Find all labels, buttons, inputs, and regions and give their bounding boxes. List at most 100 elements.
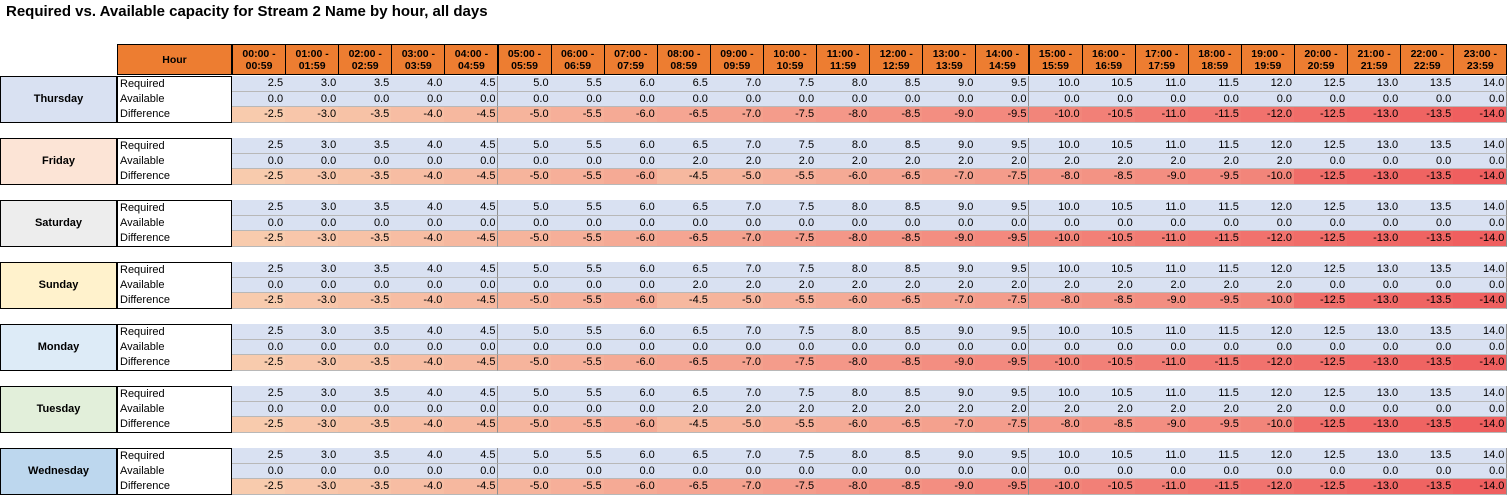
required-value-cell[interactable]: 2.5 (232, 262, 287, 278)
available-value-cell[interactable]: 0.0 (922, 339, 977, 355)
required-value-cell[interactable]: 13.5 (1400, 386, 1455, 402)
required-value-cell[interactable]: 2.5 (232, 448, 287, 464)
available-value-cell[interactable]: 0.0 (285, 463, 340, 479)
required-value-cell[interactable]: 5.0 (497, 200, 552, 216)
available-value-cell[interactable]: 0.0 (1453, 215, 1508, 231)
available-value-cell[interactable]: 0.0 (1400, 339, 1455, 355)
available-value-cell[interactable]: 2.0 (816, 277, 871, 293)
difference-value-cell[interactable]: -11.0 (1134, 355, 1189, 371)
available-value-cell[interactable]: 0.0 (1187, 339, 1242, 355)
available-value-cell[interactable]: 0.0 (1134, 91, 1189, 107)
difference-value-cell[interactable]: -7.0 (922, 417, 977, 433)
required-value-cell[interactable]: 8.0 (816, 76, 871, 92)
required-value-cell[interactable]: 9.0 (922, 448, 977, 464)
available-value-cell[interactable]: 2.0 (709, 277, 764, 293)
required-value-cell[interactable]: 8.5 (869, 138, 924, 154)
difference-value-cell[interactable]: -7.0 (709, 479, 764, 495)
difference-value-cell[interactable]: -4.5 (444, 293, 499, 309)
difference-value-cell[interactable]: -10.0 (1028, 107, 1083, 123)
required-value-cell[interactable]: 9.5 (975, 448, 1030, 464)
difference-value-cell[interactable]: -5.5 (763, 169, 818, 185)
required-value-cell[interactable]: 8.0 (816, 262, 871, 278)
difference-value-cell[interactable]: -10.5 (1081, 231, 1136, 247)
difference-value-cell[interactable]: -7.5 (763, 355, 818, 371)
difference-value-cell[interactable]: -3.5 (338, 231, 393, 247)
required-value-cell[interactable]: 4.0 (391, 200, 446, 216)
available-value-cell[interactable]: 0.0 (1347, 463, 1402, 479)
available-value-cell[interactable]: 0.0 (656, 339, 711, 355)
required-value-cell[interactable]: 10.0 (1028, 76, 1083, 92)
required-value-cell[interactable]: 3.5 (338, 324, 393, 340)
available-value-cell[interactable]: 0.0 (603, 463, 658, 479)
required-value-cell[interactable]: 10.5 (1081, 262, 1136, 278)
available-value-cell[interactable]: 0.0 (1400, 215, 1455, 231)
required-value-cell[interactable]: 12.0 (1240, 386, 1295, 402)
hour-header-22[interactable]: 22:00 - 22:59 (1400, 44, 1455, 75)
available-value-cell[interactable]: 0.0 (709, 463, 764, 479)
required-value-cell[interactable]: 9.0 (922, 386, 977, 402)
available-value-cell[interactable]: 0.0 (1028, 463, 1083, 479)
difference-value-cell[interactable]: -5.0 (709, 293, 764, 309)
required-value-cell[interactable]: 13.5 (1400, 200, 1455, 216)
hour-header-15[interactable]: 15:00 - 15:59 (1028, 44, 1083, 75)
required-value-cell[interactable]: 6.5 (656, 76, 711, 92)
available-value-cell[interactable]: 2.0 (816, 401, 871, 417)
required-value-cell[interactable]: 9.5 (975, 386, 1030, 402)
difference-value-cell[interactable]: -13.5 (1400, 417, 1455, 433)
required-value-cell[interactable]: 13.0 (1347, 386, 1402, 402)
available-value-cell[interactable]: 0.0 (922, 91, 977, 107)
difference-value-cell[interactable]: -5.0 (497, 169, 552, 185)
difference-value-cell[interactable]: -3.5 (338, 479, 393, 495)
available-value-cell[interactable]: 2.0 (1134, 401, 1189, 417)
available-value-cell[interactable]: 0.0 (1453, 277, 1508, 293)
required-value-cell[interactable]: 10.0 (1028, 138, 1083, 154)
required-value-cell[interactable]: 3.0 (285, 200, 340, 216)
available-value-cell[interactable]: 0.0 (1134, 339, 1189, 355)
difference-value-cell[interactable]: -13.5 (1400, 107, 1455, 123)
available-value-cell[interactable]: 0.0 (1134, 215, 1189, 231)
available-value-cell[interactable]: 0.0 (391, 401, 446, 417)
available-value-cell[interactable]: 0.0 (550, 339, 605, 355)
required-value-cell[interactable]: 7.0 (709, 386, 764, 402)
available-value-cell[interactable]: 0.0 (1453, 401, 1508, 417)
required-value-cell[interactable]: 13.5 (1400, 76, 1455, 92)
available-value-cell[interactable]: 0.0 (338, 339, 393, 355)
difference-value-cell[interactable]: -7.0 (709, 107, 764, 123)
available-value-cell[interactable]: 0.0 (1187, 463, 1242, 479)
required-value-cell[interactable]: 13.0 (1347, 262, 1402, 278)
difference-value-cell[interactable]: -7.5 (975, 169, 1030, 185)
hour-header-2[interactable]: 02:00 - 02:59 (338, 44, 393, 75)
required-value-cell[interactable]: 4.5 (444, 386, 499, 402)
required-value-cell[interactable]: 3.5 (338, 448, 393, 464)
difference-value-cell[interactable]: -12.0 (1240, 107, 1295, 123)
required-value-cell[interactable]: 4.0 (391, 76, 446, 92)
available-value-cell[interactable]: 0.0 (709, 339, 764, 355)
available-value-cell[interactable]: 0.0 (1294, 463, 1349, 479)
available-value-cell[interactable]: 0.0 (232, 277, 287, 293)
available-value-cell[interactable]: 2.0 (922, 277, 977, 293)
available-value-cell[interactable]: 0.0 (603, 91, 658, 107)
difference-value-cell[interactable]: -4.0 (391, 417, 446, 433)
required-value-cell[interactable]: 12.0 (1240, 76, 1295, 92)
available-value-cell[interactable]: 0.0 (444, 215, 499, 231)
difference-value-cell[interactable]: -10.5 (1081, 355, 1136, 371)
difference-value-cell[interactable]: -5.0 (497, 107, 552, 123)
difference-value-cell[interactable]: -2.5 (232, 293, 287, 309)
available-value-cell[interactable]: 0.0 (1134, 463, 1189, 479)
difference-value-cell[interactable]: -9.5 (975, 355, 1030, 371)
difference-value-cell[interactable]: -5.0 (709, 169, 764, 185)
available-value-cell[interactable]: 0.0 (1400, 463, 1455, 479)
available-value-cell[interactable]: 0.0 (550, 91, 605, 107)
difference-value-cell[interactable]: -11.5 (1187, 231, 1242, 247)
difference-value-cell[interactable]: -10.5 (1081, 479, 1136, 495)
required-value-cell[interactable]: 3.0 (285, 386, 340, 402)
required-value-cell[interactable]: 13.5 (1400, 324, 1455, 340)
difference-value-cell[interactable]: -5.5 (550, 355, 605, 371)
available-value-cell[interactable]: 2.0 (1187, 401, 1242, 417)
available-value-cell[interactable]: 0.0 (285, 215, 340, 231)
difference-value-cell[interactable]: -3.5 (338, 169, 393, 185)
required-value-cell[interactable]: 11.5 (1187, 76, 1242, 92)
required-value-cell[interactable]: 8.0 (816, 386, 871, 402)
required-value-cell[interactable]: 14.0 (1453, 200, 1508, 216)
available-value-cell[interactable]: 0.0 (285, 277, 340, 293)
